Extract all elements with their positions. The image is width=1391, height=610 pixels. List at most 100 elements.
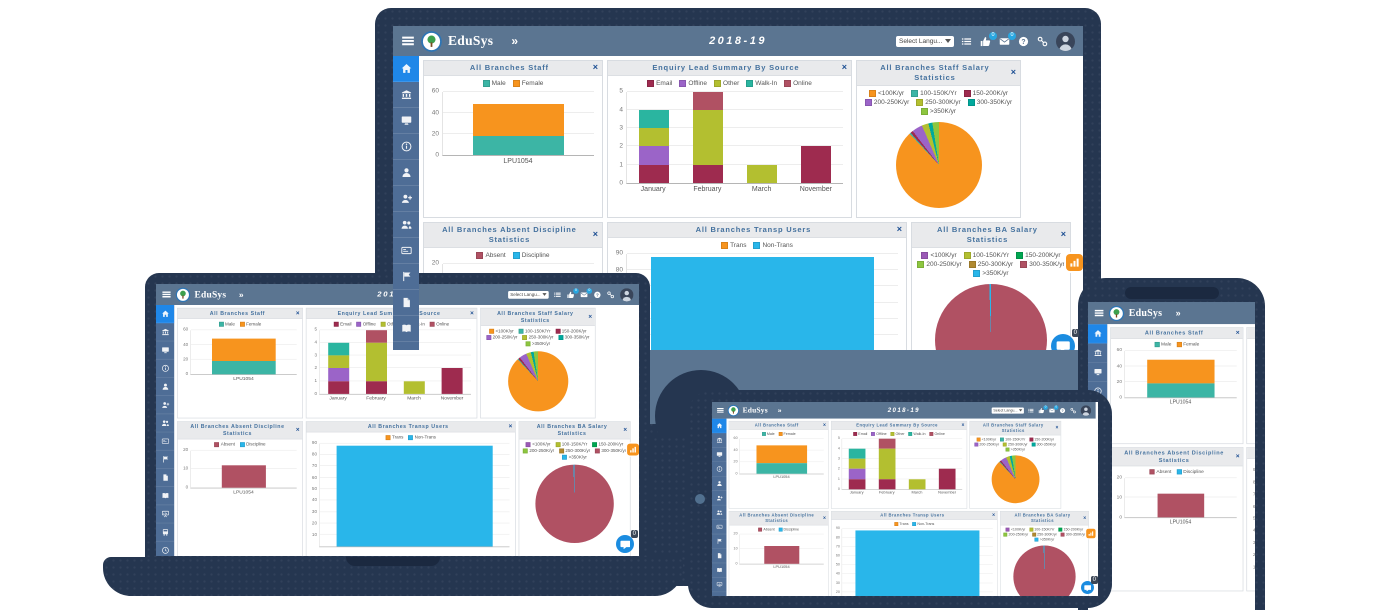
sidebar-item-institution[interactable] <box>156 323 175 342</box>
sidebar-item-document[interactable] <box>393 290 419 316</box>
close-icon[interactable]: × <box>1083 515 1087 521</box>
sidebar-item-monitor[interactable] <box>156 341 175 360</box>
close-icon[interactable]: × <box>470 309 474 317</box>
share-link-button[interactable] <box>1070 407 1076 413</box>
sidebar-item-home[interactable] <box>156 305 175 324</box>
hamburger-menu-icon[interactable] <box>716 406 724 414</box>
hamburger-menu-icon[interactable] <box>162 290 172 300</box>
close-icon[interactable]: × <box>1010 67 1016 78</box>
share-link-button[interactable] <box>607 291 615 299</box>
bar <box>441 330 463 394</box>
close-icon[interactable]: × <box>961 422 965 428</box>
likes-button[interactable]: 0 <box>980 31 997 47</box>
chat-fab-button[interactable]: 0 <box>616 530 638 553</box>
sidebar-item-home[interactable] <box>712 418 727 434</box>
close-icon[interactable]: × <box>588 312 593 320</box>
breadcrumb-chevron[interactable]: » <box>1175 307 1181 319</box>
close-icon[interactable]: × <box>295 309 300 317</box>
sidebar-item-id-card[interactable] <box>393 238 419 264</box>
close-icon[interactable]: × <box>992 512 996 518</box>
language-select[interactable]: Select Langu... <box>991 407 1024 414</box>
sidebar-item-book[interactable] <box>156 487 175 506</box>
sidebar-item-bus[interactable] <box>156 523 175 542</box>
close-icon[interactable]: × <box>841 62 847 73</box>
language-select[interactable]: Select Langu... <box>508 290 549 299</box>
close-icon[interactable]: × <box>823 515 826 521</box>
sidebar-item-board[interactable] <box>712 578 727 593</box>
breadcrumb-chevron[interactable]: » <box>511 34 519 48</box>
close-icon[interactable]: × <box>508 422 513 430</box>
breadcrumb-chevron[interactable]: » <box>238 289 244 300</box>
sidebar-item-home[interactable] <box>1088 324 1108 344</box>
help-button[interactable]: ? <box>1060 407 1066 413</box>
likes-button[interactable]: 0 <box>1038 405 1048 413</box>
messages-button[interactable]: 0 <box>1049 405 1059 413</box>
close-icon[interactable]: × <box>295 426 300 434</box>
sidebar-item-book[interactable] <box>393 316 419 342</box>
sidebar-item-user[interactable] <box>393 160 419 186</box>
charts-fab-button[interactable] <box>1066 254 1083 271</box>
sidebar-item-id-card[interactable] <box>156 432 175 451</box>
sidebar-item-user[interactable] <box>156 378 175 396</box>
sidebar-item-info[interactable] <box>393 134 419 160</box>
sidebar-item-home[interactable] <box>393 56 419 82</box>
help-button[interactable]: ? <box>1018 36 1029 47</box>
charts-fab-button[interactable] <box>1086 528 1096 539</box>
share-link-button[interactable] <box>1037 36 1048 47</box>
user-avatar[interactable] <box>1080 405 1092 416</box>
sidebar-item-info[interactable] <box>712 462 727 477</box>
charts-fab-button[interactable] <box>627 443 639 456</box>
sidebar-item-book[interactable] <box>712 563 727 578</box>
sidebar-item-user-add[interactable] <box>156 396 175 415</box>
sidebar-item-user[interactable] <box>712 477 727 491</box>
close-icon[interactable]: × <box>623 426 628 434</box>
sidebar-item-bus[interactable] <box>712 592 726 596</box>
help-button[interactable]: ? <box>594 291 602 299</box>
menu-list-button[interactable] <box>1028 407 1034 413</box>
sidebar-item-flag[interactable] <box>393 264 419 290</box>
sidebar-item-info[interactable] <box>156 360 175 378</box>
sidebar-item-monitor[interactable] <box>712 448 727 463</box>
messages-button[interactable]: 0 <box>580 287 593 299</box>
sidebar-item-users[interactable] <box>393 212 419 238</box>
sidebar-item-institution[interactable] <box>1088 343 1108 363</box>
close-icon[interactable]: × <box>1235 452 1240 460</box>
sidebar-item-clock[interactable] <box>156 542 174 556</box>
sidebar-item-monitor[interactable] <box>1088 363 1108 382</box>
chat-fab-button[interactable]: 0 <box>1081 576 1098 594</box>
sidebar-item-monitor[interactable] <box>393 108 419 134</box>
close-icon[interactable]: × <box>896 224 902 235</box>
hamburger-menu-icon[interactable] <box>401 34 415 48</box>
sidebar-item-institution[interactable] <box>712 433 727 448</box>
close-icon[interactable]: × <box>592 62 598 73</box>
bar-chart: 0 10 20 <box>178 448 303 490</box>
sidebar-item-users[interactable] <box>156 414 175 433</box>
sidebar-item-user-add[interactable] <box>393 186 419 212</box>
close-icon[interactable]: × <box>1055 424 1059 431</box>
menu-list-button[interactable] <box>961 36 972 47</box>
hamburger-menu-icon[interactable] <box>1094 308 1104 318</box>
sidebar-item-flag[interactable] <box>156 451 175 469</box>
chat-fab-button[interactable]: 0 <box>1051 329 1079 350</box>
likes-button[interactable]: 0 <box>567 287 579 299</box>
sidebar-item-institution[interactable] <box>393 82 419 108</box>
sidebar-item-document[interactable] <box>712 549 727 564</box>
sidebar-item-user-add[interactable] <box>712 491 727 506</box>
close-icon[interactable]: × <box>1235 328 1240 337</box>
panel-title: All Branches Absent Discipline Statistic… <box>1124 449 1224 464</box>
close-icon[interactable]: × <box>823 422 826 428</box>
language-select[interactable]: Select Langu... <box>896 35 954 47</box>
close-icon[interactable]: × <box>592 229 598 240</box>
user-avatar[interactable] <box>620 287 634 302</box>
user-avatar[interactable] <box>1056 31 1075 51</box>
close-icon[interactable]: × <box>1060 229 1066 240</box>
messages-button[interactable]: 0 <box>999 31 1016 47</box>
sidebar-item-board[interactable] <box>393 342 419 350</box>
breadcrumb-chevron[interactable]: » <box>777 406 782 415</box>
sidebar-item-flag[interactable] <box>712 534 727 549</box>
sidebar-item-id-card[interactable] <box>712 520 727 535</box>
sidebar-item-board[interactable] <box>156 505 175 524</box>
sidebar-item-document[interactable] <box>156 469 175 487</box>
menu-list-button[interactable] <box>554 291 562 299</box>
sidebar-item-users[interactable] <box>712 505 727 520</box>
